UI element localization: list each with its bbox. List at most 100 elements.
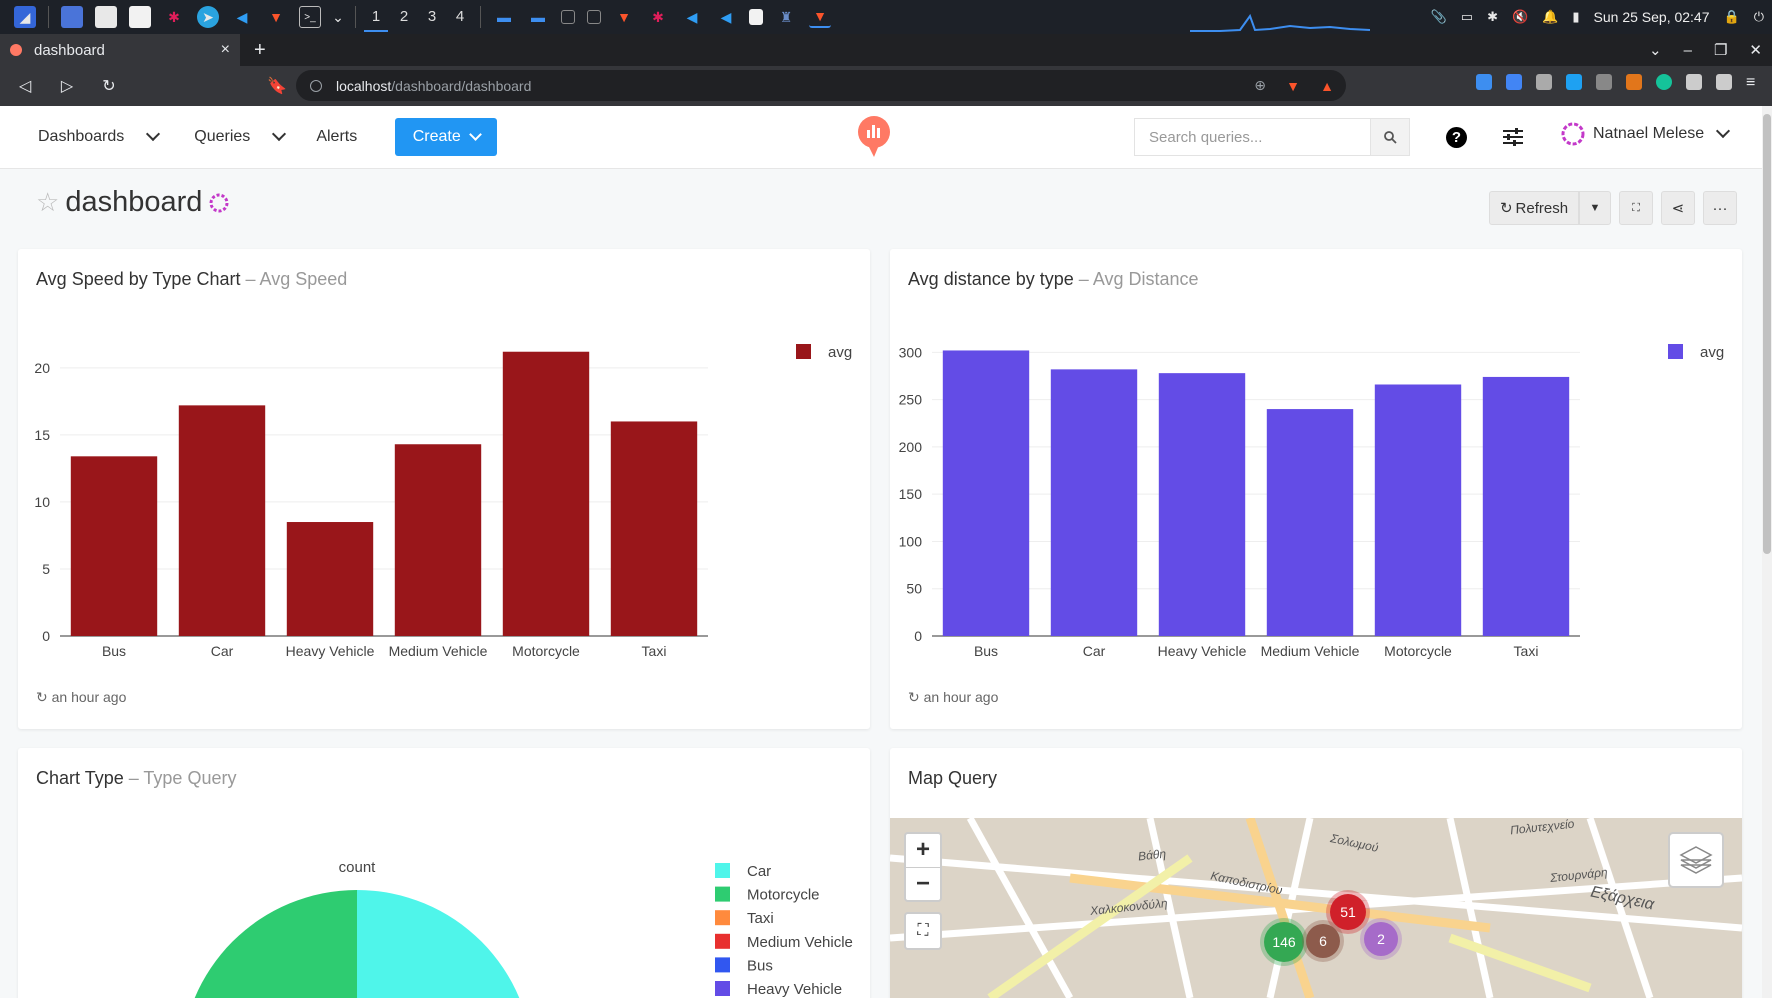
- legend-swatch[interactable]: [715, 910, 730, 926]
- legend-swatch[interactable]: [715, 933, 730, 949]
- legend-label[interactable]: Car: [747, 863, 771, 880]
- close-window-icon[interactable]: ✕: [1749, 42, 1762, 59]
- bookmark-icon[interactable]: 🔖: [267, 78, 287, 95]
- bar[interactable]: [1266, 409, 1354, 636]
- search-input[interactable]: [1134, 118, 1370, 156]
- wallet-icon[interactable]: [1716, 74, 1732, 90]
- bar[interactable]: [610, 421, 698, 636]
- map-cluster-marker[interactable]: 146: [1264, 922, 1304, 962]
- legend-swatch[interactable]: [715, 886, 730, 902]
- bar[interactable]: [286, 522, 374, 636]
- paperclip-icon[interactable]: 📎: [1430, 9, 1447, 24]
- close-tab-icon[interactable]: ×: [220, 41, 230, 58]
- extension-icon[interactable]: [1566, 74, 1582, 90]
- bar[interactable]: [1374, 384, 1462, 636]
- help-icon[interactable]: ?: [1446, 127, 1467, 148]
- pgadmin-icon[interactable]: ♜: [779, 8, 793, 25]
- slack-tray-icon[interactable]: ✱: [1487, 9, 1498, 24]
- launcher-icon[interactable]: ◢: [14, 6, 36, 28]
- brave-rewards-icon[interactable]: ▲: [1320, 77, 1334, 94]
- legend-swatch[interactable]: [715, 981, 730, 996]
- new-tab-button[interactable]: +: [254, 38, 266, 61]
- settings-sliders-icon[interactable]: [1503, 128, 1523, 146]
- bar[interactable]: [1158, 373, 1246, 636]
- site-info-icon[interactable]: [310, 79, 322, 92]
- nav-queries[interactable]: Queries: [194, 126, 287, 146]
- files-icon[interactable]: [95, 6, 117, 28]
- workspace-3[interactable]: 3: [427, 8, 437, 25]
- page-scrollbar[interactable]: [1762, 106, 1772, 998]
- legend-swatch[interactable]: [1668, 344, 1683, 359]
- zoom-icon[interactable]: ⊕: [1254, 77, 1266, 93]
- extension-icon[interactable]: [1476, 74, 1492, 90]
- document-icon[interactable]: [129, 6, 151, 28]
- legend-label[interactable]: Taxi: [747, 910, 774, 927]
- brave-shields-icon[interactable]: ▼: [1286, 77, 1300, 94]
- pie-slice[interactable]: [357, 890, 533, 998]
- browser-tab[interactable]: dashboard ×: [0, 34, 240, 66]
- refresh-button[interactable]: ↻ Refresh: [1489, 191, 1579, 225]
- legend-label[interactable]: avg: [1700, 344, 1724, 361]
- terminal-icon[interactable]: >_: [299, 6, 321, 28]
- legend-label[interactable]: Bus: [747, 957, 773, 974]
- create-button[interactable]: Create: [395, 118, 498, 156]
- address-bar[interactable]: localhost /dashboard/dashboard ⊕ ▼ ▲: [296, 70, 1346, 101]
- workspace-1[interactable]: 1: [362, 0, 390, 34]
- workspace-4[interactable]: 4: [455, 8, 465, 25]
- slack-icon[interactable]: ✱: [652, 8, 664, 25]
- search-button[interactable]: [1370, 118, 1410, 156]
- fullscreen-map-button[interactable]: ⛶: [904, 912, 942, 950]
- map-tiles[interactable]: [890, 818, 1742, 998]
- menu-icon[interactable]: ≡: [1746, 74, 1756, 91]
- grammarly-icon[interactable]: [1656, 74, 1672, 90]
- vscode-icon[interactable]: ◀: [236, 8, 248, 25]
- redash-logo-icon[interactable]: [857, 115, 891, 159]
- terminal-icon[interactable]: [561, 10, 575, 24]
- nav-dashboards[interactable]: Dashboards: [38, 126, 161, 146]
- legend-swatch[interactable]: [715, 863, 730, 878]
- refresh-dropdown-button[interactable]: ▼: [1579, 191, 1611, 225]
- tab-search-icon[interactable]: ⌄: [1649, 42, 1662, 59]
- brave-icon[interactable]: ▼: [809, 6, 831, 28]
- forward-icon[interactable]: ▷: [60, 78, 74, 95]
- chevron-down-icon[interactable]: ⌄: [332, 8, 344, 25]
- terminal-icon[interactable]: [587, 10, 601, 24]
- brave-icon[interactable]: ▼: [269, 9, 283, 25]
- nav-alerts[interactable]: Alerts: [316, 128, 357, 146]
- bell-icon[interactable]: 🔔: [1542, 9, 1559, 24]
- bar[interactable]: [70, 456, 158, 636]
- legend-label[interactable]: Heavy Vehicle: [747, 981, 842, 998]
- pie-slice[interactable]: [181, 890, 357, 998]
- map-canvas[interactable]: Βάθη Καποδιστρίου Χαλκοκονδύλη Σολωμού Στουρ…: [890, 818, 1742, 998]
- legend-label[interactable]: Medium Vehicle: [747, 934, 853, 951]
- shield-icon[interactable]: [1536, 74, 1552, 90]
- bar[interactable]: [178, 405, 266, 636]
- brave-icon[interactable]: ▼: [617, 9, 631, 25]
- puzzle-icon[interactable]: [1686, 74, 1702, 90]
- map-cluster-marker[interactable]: 51: [1330, 894, 1366, 930]
- vscode-icon[interactable]: ◀: [720, 8, 732, 25]
- lock-icon[interactable]: 🔒: [1723, 9, 1740, 24]
- fullscreen-button[interactable]: ⛶: [1619, 191, 1653, 225]
- metamask-icon[interactable]: [1626, 74, 1642, 90]
- reload-icon[interactable]: ↻: [102, 78, 116, 95]
- bar[interactable]: [942, 350, 1030, 636]
- window-icon[interactable]: [61, 6, 83, 28]
- screen-icon[interactable]: ▭: [1460, 9, 1474, 24]
- more-options-button[interactable]: ···: [1703, 191, 1737, 225]
- chevron-down-icon[interactable]: [272, 126, 287, 142]
- workspace-2[interactable]: 2: [399, 8, 409, 25]
- layers-button[interactable]: [1668, 832, 1724, 888]
- folder-icon[interactable]: ▬: [531, 9, 545, 25]
- extension-icon[interactable]: [1596, 74, 1612, 90]
- slack-icon[interactable]: ✱: [168, 8, 180, 25]
- scrollbar-thumb[interactable]: [1763, 114, 1771, 554]
- map-cluster-marker[interactable]: 6: [1306, 924, 1340, 958]
- folder-icon[interactable]: ▬: [497, 9, 511, 25]
- legend-swatch[interactable]: [715, 957, 730, 973]
- translate-icon[interactable]: [1506, 74, 1522, 90]
- bar[interactable]: [502, 351, 590, 636]
- battery-icon[interactable]: ▮: [1572, 9, 1580, 24]
- zoom-out-button[interactable]: −: [915, 870, 930, 897]
- bar[interactable]: [394, 444, 482, 636]
